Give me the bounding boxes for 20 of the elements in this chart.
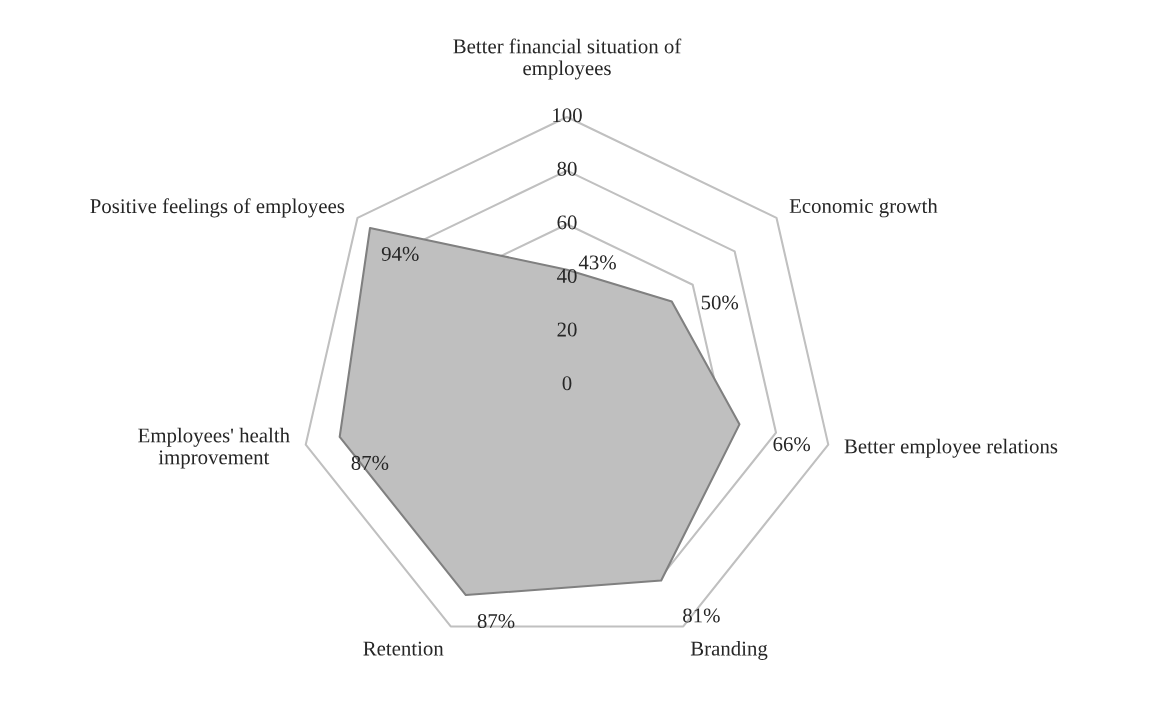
y-tick-label: 0 [562, 376, 572, 391]
spoke-label: Economic growth [789, 198, 938, 218]
data-label: 87% [477, 614, 515, 629]
y-tick-label: 60 [557, 215, 577, 230]
spoke-label: Better employee relations [844, 438, 1058, 458]
spoke-label: Positive feelings of employees [90, 198, 345, 218]
data-label: 81% [683, 608, 720, 623]
spoke-label: Branding [690, 640, 768, 660]
data-label: 94% [381, 246, 419, 261]
data-label: 66% [773, 437, 811, 452]
data-label: 43% [578, 255, 616, 270]
spoke-label: Retention [363, 641, 444, 656]
y-tick-label: 80 [557, 161, 577, 176]
y-tick-label: 100 [553, 108, 582, 123]
data-label: 50% [701, 295, 739, 310]
y-tick-label: 20 [557, 322, 577, 337]
spoke-label: Employees' health improvement [138, 427, 290, 469]
data-label: 87% [351, 455, 389, 470]
spoke-label: Better financial situation of employees [453, 38, 682, 80]
y-tick-label: 40 [556, 268, 577, 284]
